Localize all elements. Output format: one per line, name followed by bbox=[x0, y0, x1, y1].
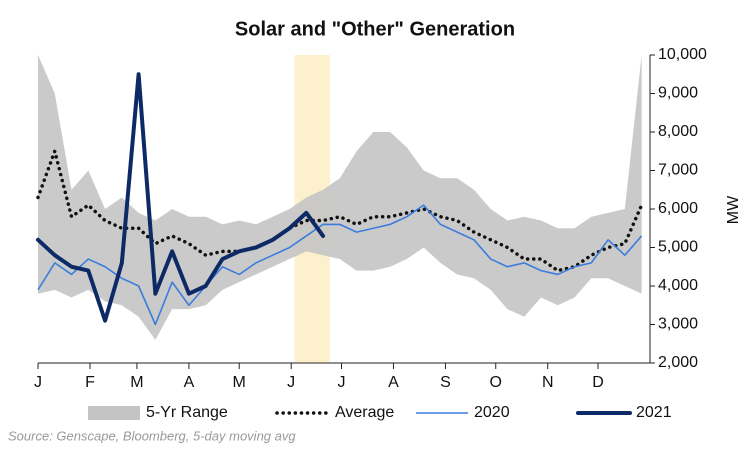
x-tick-label: D bbox=[592, 374, 604, 391]
chart-title: Solar and "Other" Generation bbox=[235, 18, 515, 40]
y-tick-label: 3,000 bbox=[658, 316, 698, 333]
x-tick-label: M bbox=[130, 374, 143, 391]
y-tick-label: 9,000 bbox=[658, 85, 698, 102]
x-tick-label: J bbox=[337, 374, 345, 391]
line-thin bbox=[37, 204, 643, 326]
y-tick-label: 6,000 bbox=[658, 200, 698, 217]
y-axis-label: MW bbox=[725, 195, 742, 224]
line-dotted bbox=[36, 149, 644, 273]
x-tick-label: A bbox=[388, 374, 399, 391]
x-tick-label: O bbox=[490, 374, 502, 391]
legend-label: 5-Yr Range bbox=[146, 404, 228, 421]
x-tick-label: N bbox=[542, 374, 554, 391]
source-note: Source: Genscape, Bloomberg, 5-day movin… bbox=[8, 428, 296, 443]
x-tick-label: M bbox=[233, 374, 246, 391]
y-tick-label: 7,000 bbox=[658, 162, 698, 179]
legend-label: 2021 bbox=[636, 404, 672, 421]
range-area bbox=[38, 55, 642, 340]
y-tick-label: 10,000 bbox=[658, 46, 707, 63]
x-tick-label: J bbox=[287, 374, 295, 391]
legend-swatch bbox=[88, 406, 140, 420]
x-tick-label: A bbox=[184, 374, 195, 391]
x-tick-label: F bbox=[85, 374, 95, 391]
legend-label: Average bbox=[335, 404, 394, 421]
y-tick-label: 8,000 bbox=[658, 123, 698, 140]
x-tick-label: J bbox=[34, 374, 42, 391]
x-tick-label: S bbox=[440, 374, 451, 391]
y-tick-label: 2,000 bbox=[658, 354, 698, 371]
line-thick bbox=[36, 72, 326, 323]
y-tick-label: 5,000 bbox=[658, 239, 698, 256]
legend-label: 2020 bbox=[474, 404, 510, 421]
y-tick-label: 4,000 bbox=[658, 277, 698, 294]
